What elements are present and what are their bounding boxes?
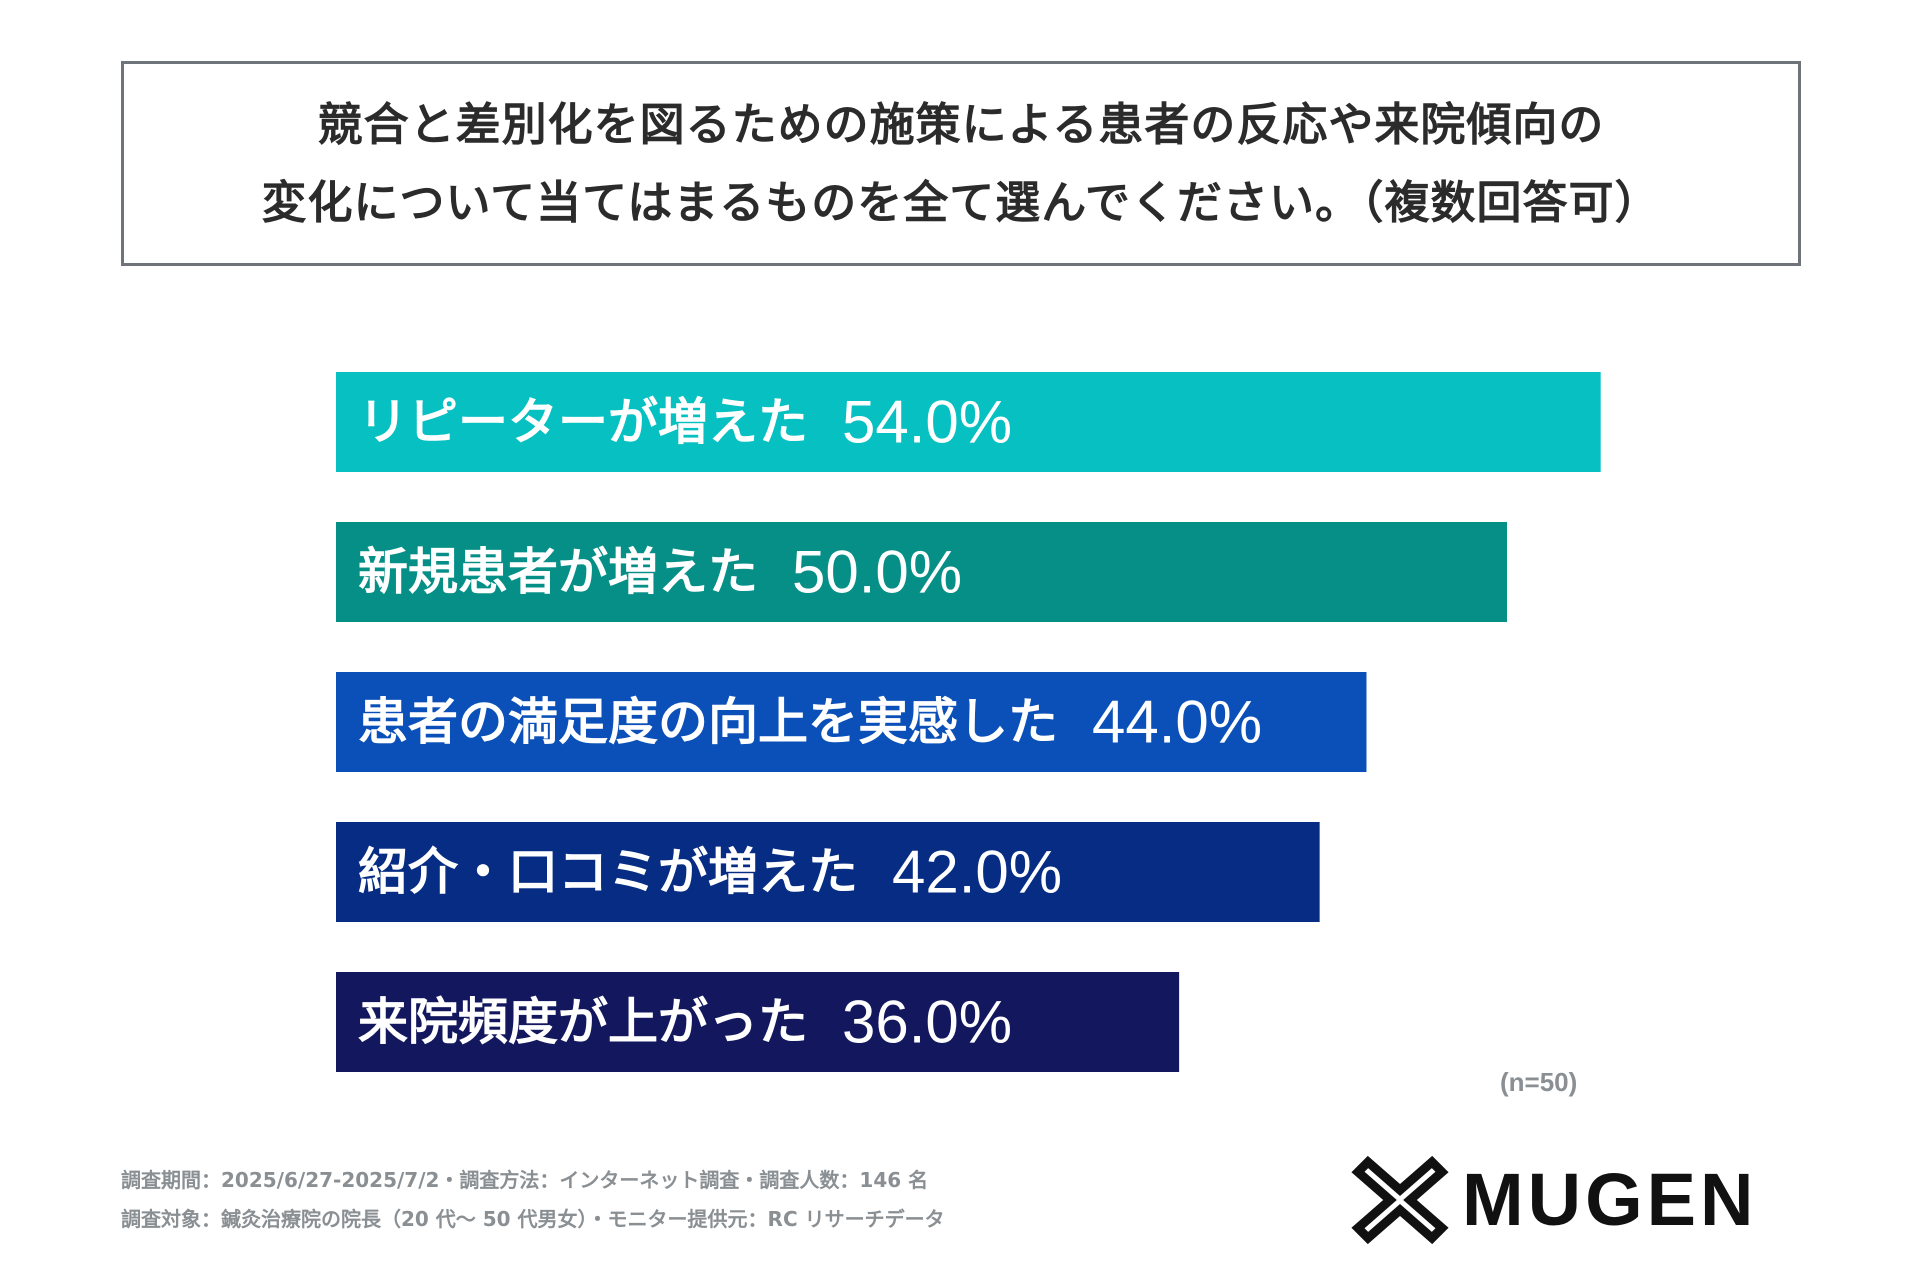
- bar-1: [336, 372, 1601, 472]
- bar-5: [336, 972, 1180, 1072]
- bar-value-label-4: 42.0%: [892, 839, 1062, 906]
- bar-2: [336, 522, 1507, 622]
- bar-category-label-5: 来院頻度が上がった: [358, 993, 808, 1051]
- question-title-box: 競合と差別化を図るための施策による患者の反応や来院傾向の 変化について当てはまる…: [121, 61, 1801, 266]
- mugen-logo-icon: [1351, 1155, 1449, 1245]
- survey-footnote-period: 調査期間：2025/6/27-2025/7/2・調査方法：インターネット調査・調…: [121, 1168, 929, 1192]
- survey-footnote-target: 調査対象：鍼灸治療院の院長（20 代〜 50 代男女）・モニター提供元：RC リ…: [121, 1207, 945, 1231]
- bar-value-label-3: 44.0%: [1092, 689, 1262, 756]
- bar-value-label-1: 54.0%: [842, 389, 1012, 456]
- bar-value-label-5: 36.0%: [842, 989, 1012, 1056]
- bar-category-label-3: 患者の満足度の向上を実感した: [358, 693, 1058, 751]
- bar-category-label-4: 紹介・口コミが増えた: [358, 843, 858, 901]
- bar-category-label-2: 新規患者が増えた: [358, 543, 758, 601]
- bar-3: [336, 672, 1367, 772]
- bar-category-label-1: リピーターが増えた: [358, 393, 808, 451]
- question-title-line-2: 変化について当てはまるものを全て選んでください。（複数回答可）: [261, 175, 1661, 229]
- mugen-logo: MUGEN: [1350, 1150, 1757, 1250]
- logo-wordmark: MUGEN: [1462, 1158, 1758, 1241]
- sample-size-label: (n=50): [1500, 1067, 1578, 1097]
- bar-4: [336, 822, 1320, 922]
- question-title-line-1: 競合と差別化を図るための施策による患者の反応や来院傾向の: [317, 97, 1605, 151]
- bar-value-label-2: 50.0%: [792, 539, 962, 606]
